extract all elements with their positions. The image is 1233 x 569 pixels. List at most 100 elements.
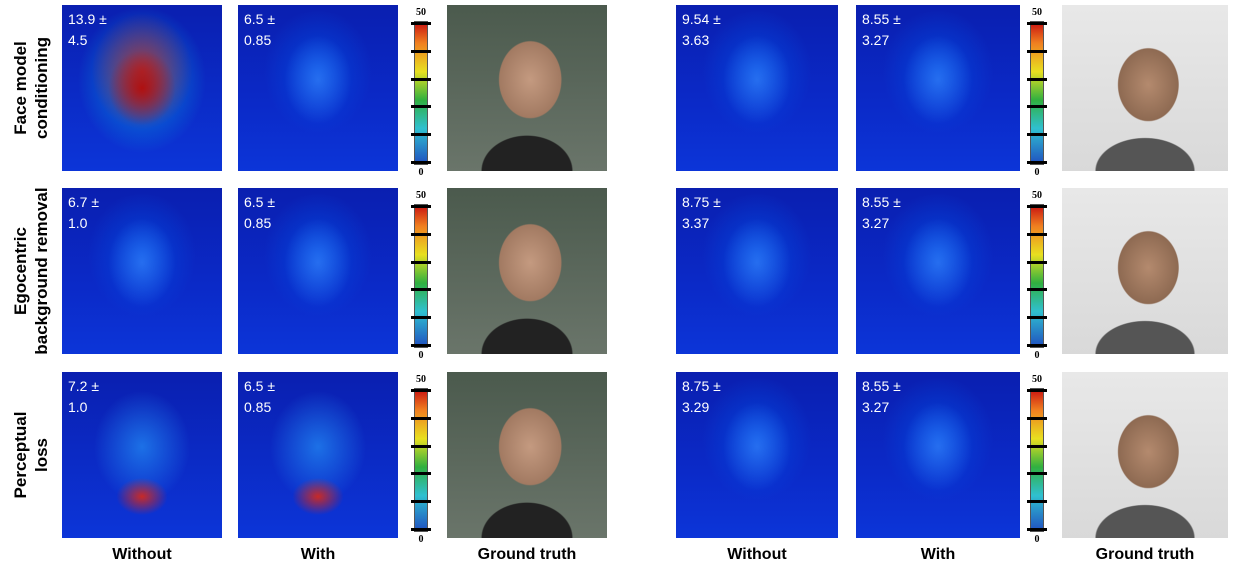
colorbar-min: 0 [411,167,431,178]
colorbar-tick [1027,288,1047,291]
ground-truth-photo [447,5,607,171]
error-map: 8.75 ±3.29 [676,372,838,538]
error-text: 1.0 [68,213,99,234]
error-label: 6.5 ±0.85 [244,376,275,418]
colorbar-max: 50 [411,374,431,385]
error-map: 6.5 ±0.85 [238,188,398,354]
colorbar-tick [411,472,431,475]
colorbar-tick [411,389,431,392]
error-label: 9.54 ±3.63 [682,9,721,51]
colorbar-tick [1027,133,1047,136]
colorbar [414,388,428,532]
error-text: 8.55 ± [862,376,901,397]
error-text: 13.9 ± [68,9,107,30]
colorbar-tick [1027,205,1047,208]
column-label: Without [42,546,242,564]
colorbar-tick [411,316,431,319]
row-label-line: background removal [31,187,52,354]
colorbar [414,204,428,348]
colorbar-tick [1027,50,1047,53]
error-text: 6.5 ± [244,192,275,213]
colorbar-tick [1027,472,1047,475]
colorbar [1030,388,1044,532]
column-label: Without [657,546,857,564]
error-text: 0.85 [244,213,275,234]
ground-truth-photo [1062,5,1228,171]
colorbar-max: 50 [411,7,431,18]
colorbar-min: 0 [411,350,431,361]
error-map: 9.54 ±3.63 [676,5,838,171]
error-text: 9.54 ± [682,9,721,30]
error-map: 6.5 ±0.85 [238,372,398,538]
error-text: 3.29 [682,397,721,418]
colorbar-max: 50 [411,190,431,201]
colorbar-tick [1027,417,1047,420]
colorbar-tick [411,22,431,25]
error-map: 13.9 ±4.5 [62,5,222,171]
colorbar-tick [1027,528,1047,531]
colorbar [414,21,428,165]
row-label-line: Egocentric [10,187,31,354]
colorbar-tick [1027,105,1047,108]
colorbar-tick [411,288,431,291]
colorbar-max: 50 [1027,190,1047,201]
column-label: With [218,546,418,564]
colorbar-tick [1027,233,1047,236]
colorbar-tick [411,528,431,531]
error-label: 6.5 ±0.85 [244,192,275,234]
colorbar-tick [411,105,431,108]
colorbar-min: 0 [1027,350,1047,361]
colorbar-tick [1027,344,1047,347]
error-text: 3.27 [862,30,901,51]
row-label-line: Perceptual [10,412,31,499]
error-text: 3.27 [862,213,901,234]
error-map: 6.5 ±0.85 [238,5,398,171]
column-label: With [838,546,1038,564]
error-text: 3.27 [862,397,901,418]
colorbar-tick [411,445,431,448]
colorbar-tick [411,417,431,420]
colorbar-tick [1027,22,1047,25]
colorbar-max: 50 [1027,374,1047,385]
row-label-line: conditioning [31,37,52,139]
error-text: 6.5 ± [244,376,275,397]
colorbar-tick [1027,78,1047,81]
colorbar-tick [411,233,431,236]
error-map: 8.75 ±3.37 [676,188,838,354]
error-label: 8.75 ±3.29 [682,376,721,418]
ground-truth-photo [447,372,607,538]
colorbar-tick [1027,261,1047,264]
error-map: 8.55 ±3.27 [856,5,1020,171]
error-text: 8.55 ± [862,192,901,213]
error-map: 8.55 ±3.27 [856,188,1020,354]
error-label: 8.55 ±3.27 [862,376,901,418]
colorbar-tick [411,161,431,164]
error-label: 13.9 ±4.5 [68,9,107,51]
colorbar [1030,204,1044,348]
error-label: 6.7 ±1.0 [68,192,99,234]
colorbar-min: 0 [1027,534,1047,545]
colorbar-tick [411,50,431,53]
error-map: 8.55 ±3.27 [856,372,1020,538]
colorbar [1030,21,1044,165]
colorbar-tick [411,261,431,264]
colorbar-tick [411,205,431,208]
colorbar-max: 50 [1027,7,1047,18]
error-text: 3.63 [682,30,721,51]
ground-truth-photo [1062,188,1228,354]
colorbar-min: 0 [411,534,431,545]
error-text: 3.37 [682,213,721,234]
error-text: 8.75 ± [682,376,721,397]
colorbar-tick [1027,389,1047,392]
error-text: 1.0 [68,397,99,418]
colorbar-tick [1027,445,1047,448]
colorbar-min: 0 [1027,167,1047,178]
colorbar-tick [411,133,431,136]
colorbar-tick [1027,316,1047,319]
error-text: 6.5 ± [244,9,275,30]
row-label-line: loss [31,412,52,499]
error-label: 8.55 ±3.27 [862,192,901,234]
error-map: 6.7 ±1.0 [62,188,222,354]
